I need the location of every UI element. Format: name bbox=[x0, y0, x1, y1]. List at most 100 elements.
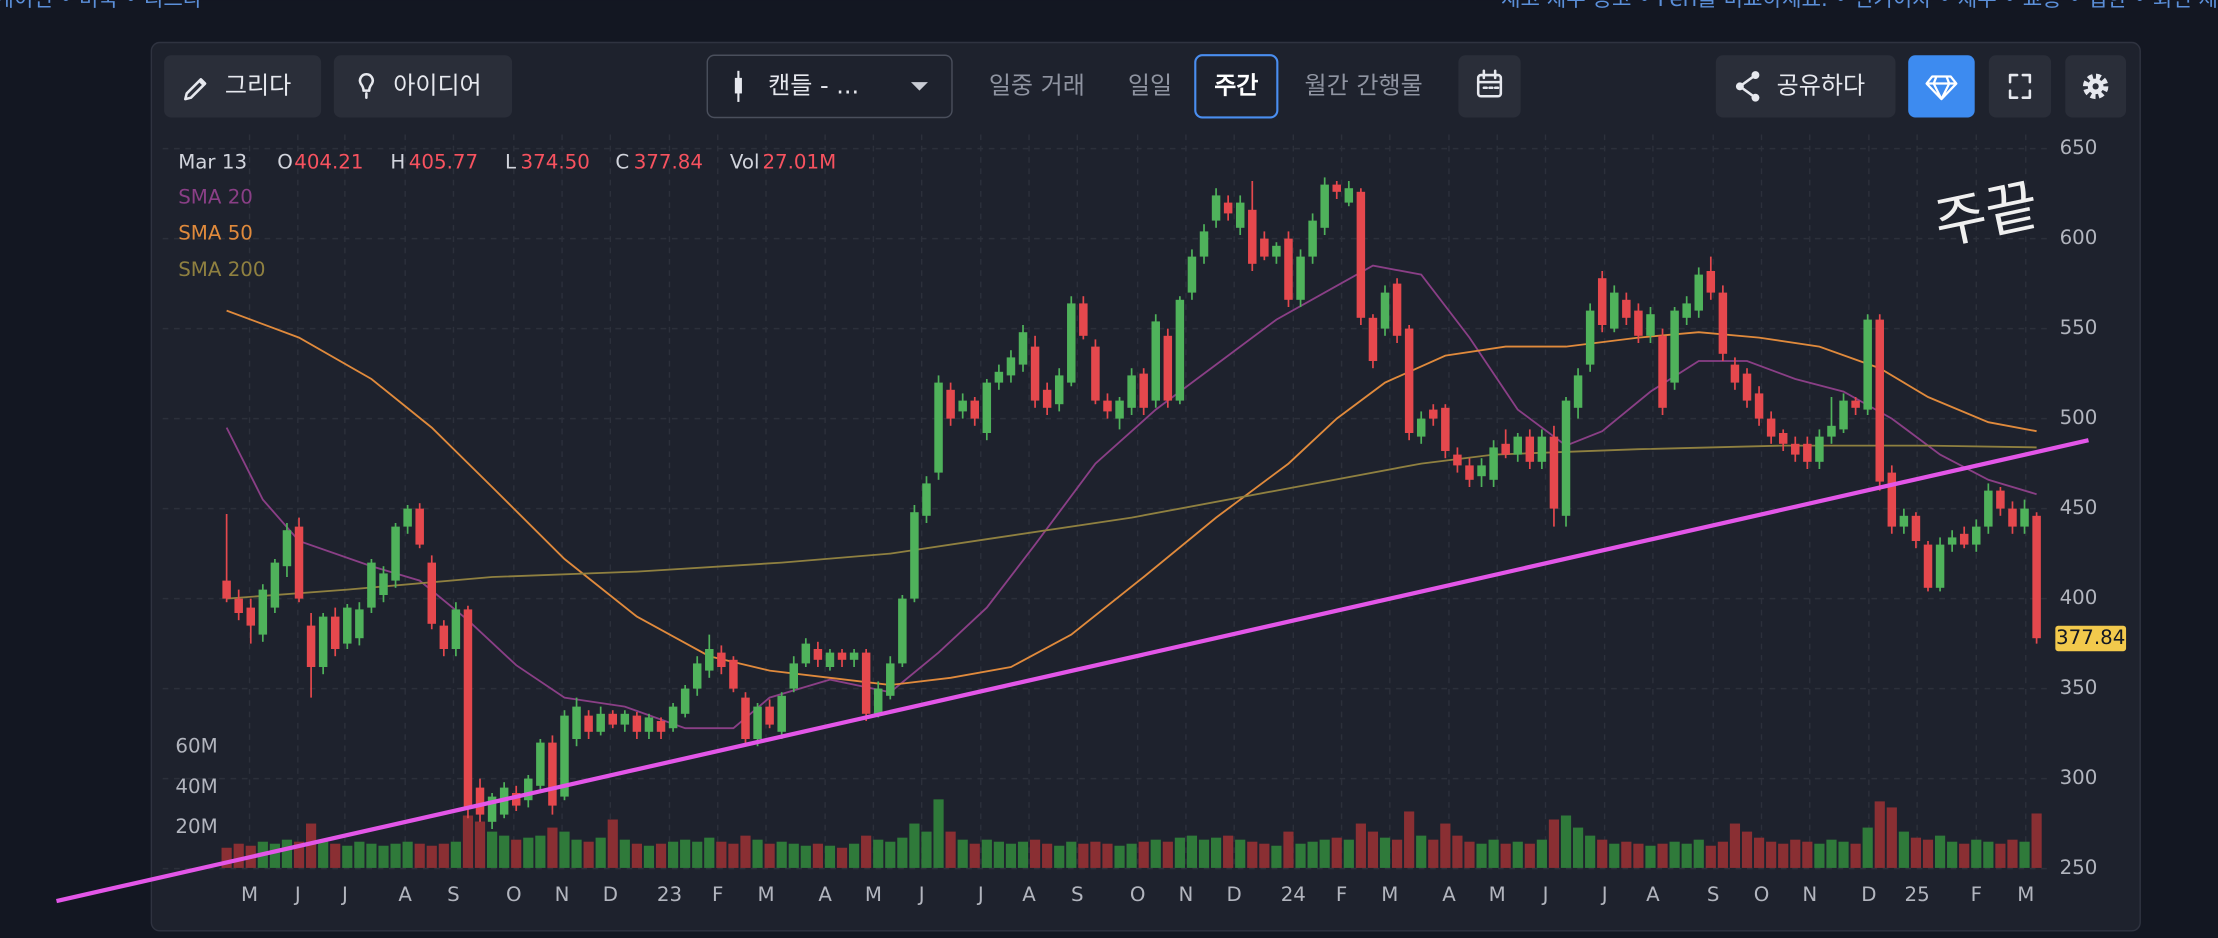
dropdown-bg[interactable] bbox=[706, 54, 953, 119]
candle-body bbox=[1815, 436, 1824, 462]
volume-bar bbox=[438, 843, 449, 868]
volume-bar bbox=[293, 841, 305, 868]
volume-bar bbox=[692, 841, 703, 868]
x-tick-label: S bbox=[1707, 883, 1720, 906]
x-tick-label: J bbox=[976, 883, 984, 906]
interval-tab[interactable]: 월간 간행물 bbox=[1305, 71, 1423, 99]
share-label[interactable]: 공유하다 bbox=[1777, 71, 1865, 99]
candle-body bbox=[1742, 373, 1752, 401]
calendar-bg[interactable] bbox=[1458, 55, 1521, 118]
volume-bar bbox=[305, 823, 317, 868]
candle-body bbox=[1030, 346, 1040, 401]
volume-bar bbox=[462, 815, 474, 868]
chart-style-dropdown[interactable]: 캔들 - ... bbox=[706, 54, 953, 119]
candle-body bbox=[1296, 256, 1305, 300]
candle-body bbox=[2020, 508, 2029, 527]
candle-body bbox=[246, 607, 256, 626]
candle-body bbox=[934, 382, 943, 473]
candle-body bbox=[680, 688, 690, 714]
candle-body bbox=[717, 652, 726, 668]
volume-bar bbox=[354, 841, 365, 868]
premium-bg[interactable] bbox=[1908, 55, 1975, 118]
volume-bar bbox=[342, 845, 353, 868]
candle-body bbox=[536, 742, 545, 786]
candle-body bbox=[910, 512, 919, 599]
volume-bar bbox=[1029, 839, 1041, 868]
last-price-box bbox=[2055, 625, 2127, 652]
volume-bar bbox=[1476, 843, 1487, 868]
share-bg[interactable] bbox=[1715, 55, 1896, 118]
candle-body bbox=[1127, 375, 1136, 408]
volume-bar bbox=[1066, 841, 1077, 868]
volume-bar bbox=[378, 845, 389, 868]
volume-bar bbox=[1536, 839, 1547, 868]
volume-bar bbox=[607, 819, 618, 868]
candle-body bbox=[873, 688, 883, 714]
candle-body bbox=[837, 652, 847, 660]
volume-bar bbox=[1597, 839, 1608, 868]
candle-body bbox=[1175, 299, 1185, 401]
candle-body bbox=[1573, 375, 1583, 408]
volume-bar bbox=[1826, 839, 1837, 868]
candle-body bbox=[222, 580, 231, 599]
candle-body bbox=[1899, 515, 1909, 527]
share-button[interactable]: 공유하다 bbox=[1715, 55, 1896, 118]
volume-bar bbox=[631, 843, 642, 868]
draw-label[interactable]: 그리다 bbox=[225, 71, 291, 99]
volume-bar bbox=[1150, 839, 1161, 868]
interval-tab[interactable]: 일일 bbox=[1128, 71, 1172, 99]
sma-line bbox=[226, 309, 2037, 686]
draw-button[interactable]: 그리다 bbox=[164, 55, 322, 118]
chart-style-label[interactable]: 캔들 - ... bbox=[768, 71, 859, 99]
brush-icon bbox=[184, 78, 207, 101]
candle-body bbox=[692, 663, 702, 689]
ideas-label[interactable]: 아이디어 bbox=[393, 71, 481, 99]
ideas-button-bg[interactable] bbox=[333, 55, 513, 118]
interval-tab[interactable]: 일중 거래 bbox=[989, 71, 1085, 99]
x-tick-label: A bbox=[1022, 883, 1036, 906]
candle-body bbox=[1803, 443, 1812, 462]
premium-button[interactable] bbox=[1908, 55, 1975, 118]
volume-bar bbox=[1391, 839, 1403, 868]
x-tick-label: A bbox=[818, 883, 832, 906]
ideas-button[interactable]: 아이디어 bbox=[333, 55, 513, 118]
calendar-button[interactable] bbox=[1458, 55, 1521, 118]
x-tick-label: A bbox=[1442, 883, 1456, 906]
interval-tab[interactable]: 주간 bbox=[1214, 71, 1258, 99]
interval-selected[interactable] bbox=[1194, 54, 1279, 119]
volume-bar bbox=[957, 839, 968, 868]
candle-body bbox=[572, 706, 581, 740]
draw-button-bg[interactable] bbox=[164, 55, 322, 118]
candle-body bbox=[1682, 303, 1691, 318]
calendar-icon bbox=[1476, 73, 1503, 98]
legend-value: 405.77 bbox=[409, 150, 478, 173]
fullscreen-bg[interactable] bbox=[1988, 55, 2052, 118]
candle-body bbox=[1018, 332, 1028, 365]
volume-bar bbox=[1814, 843, 1825, 868]
x-tick-label: M bbox=[757, 883, 774, 906]
volume-bar bbox=[1922, 839, 1934, 868]
volume-bar bbox=[1645, 845, 1656, 868]
candle-body bbox=[1006, 357, 1016, 376]
fullscreen-button[interactable] bbox=[1988, 55, 2052, 118]
y-tick-label: 550 bbox=[2060, 316, 2098, 339]
volume-bar bbox=[402, 841, 413, 868]
volume-bar bbox=[1005, 843, 1017, 868]
volume-bar bbox=[1995, 843, 2006, 868]
settings-button[interactable] bbox=[2065, 55, 2127, 118]
volume-bar bbox=[655, 843, 667, 868]
volume-bar bbox=[1078, 843, 1089, 868]
x-tick-label: D bbox=[1227, 883, 1242, 906]
candle-body bbox=[234, 598, 243, 614]
candle-body bbox=[1042, 389, 1052, 408]
candle-body bbox=[318, 616, 328, 668]
volume-bar bbox=[1404, 811, 1415, 868]
candle-body bbox=[1610, 292, 1619, 329]
trendline bbox=[56, 438, 2089, 904]
volume-bar bbox=[1102, 843, 1113, 868]
volume-bar bbox=[1247, 841, 1258, 868]
x-tick-label: 24 bbox=[1281, 883, 1306, 906]
x-tick-label: D bbox=[603, 883, 618, 906]
candle-body bbox=[282, 530, 292, 567]
volume-bar bbox=[269, 843, 280, 868]
